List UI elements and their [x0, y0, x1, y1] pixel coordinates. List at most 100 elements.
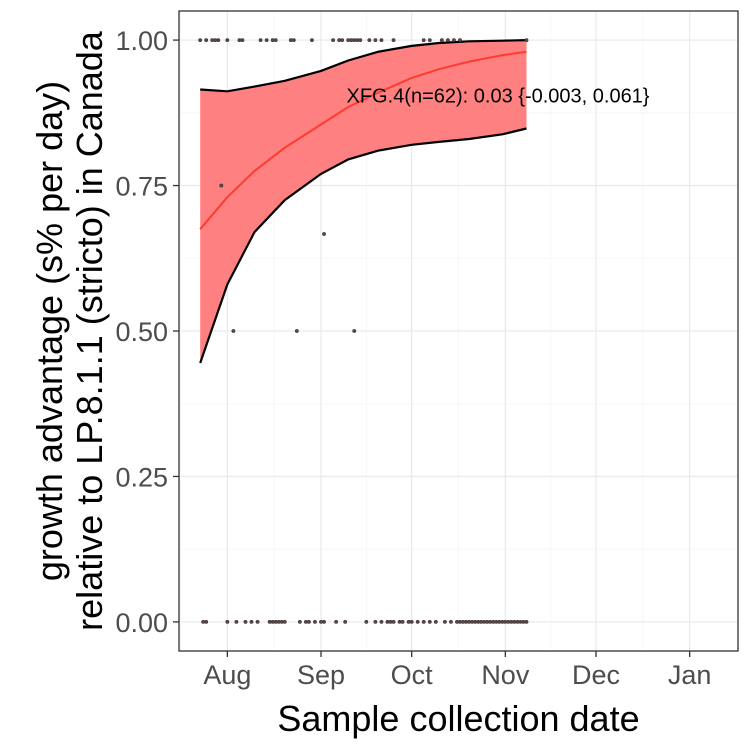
y-axis-title-line2: relative to LP.8.1.1 (stricto) in Canada [69, 30, 110, 631]
data-point [355, 38, 360, 42]
data-point [488, 620, 493, 624]
data-point [264, 38, 269, 42]
data-point [352, 329, 357, 333]
x-tick-label: Nov [481, 660, 530, 690]
data-point [379, 620, 384, 624]
data-point [313, 620, 317, 624]
data-point [270, 38, 275, 42]
data-point [452, 38, 456, 42]
data-point [331, 38, 336, 42]
data-point [470, 620, 474, 624]
data-point [373, 38, 378, 42]
data-point [322, 620, 326, 624]
data-point [491, 620, 496, 624]
data-point [427, 620, 432, 624]
data-point [234, 620, 239, 624]
data-point [219, 183, 224, 188]
data-point [455, 620, 459, 624]
data-point [258, 38, 263, 42]
y-tick-label: 0.25 [115, 462, 168, 492]
data-point [322, 232, 326, 236]
x-tick-label: Sep [297, 660, 345, 690]
data-point [210, 38, 215, 42]
x-axis-title: Sample collection date [277, 698, 639, 739]
fit-annotation: XFG.4(n=62): 0.03 {-0.003, 0.061} [347, 85, 650, 107]
data-point [446, 38, 450, 42]
data-point [225, 620, 230, 624]
data-point [421, 38, 426, 42]
data-point [343, 620, 348, 624]
data-point [497, 620, 502, 624]
data-point [391, 620, 396, 624]
data-point [279, 620, 284, 624]
data-point [415, 620, 420, 624]
data-point [494, 620, 499, 624]
data-point [204, 620, 209, 624]
data-point [198, 38, 203, 42]
x-axis: Aug Sep Oct Nov Dec Jan [203, 651, 711, 690]
data-point [270, 620, 275, 624]
data-point [297, 620, 302, 624]
observed-points [198, 38, 529, 624]
y-tick-label: 1.00 [115, 26, 168, 56]
data-point [521, 620, 526, 624]
x-tick-label: Aug [203, 660, 251, 690]
data-point [443, 620, 447, 624]
data-point [409, 620, 414, 624]
data-point [464, 620, 468, 624]
data-point [249, 620, 254, 624]
data-point [334, 620, 339, 624]
data-point [373, 620, 378, 624]
data-point [421, 620, 426, 624]
data-point [243, 620, 248, 624]
x-tick-label: Jan [668, 660, 712, 690]
data-point [364, 620, 369, 624]
data-point [473, 620, 478, 624]
data-point [213, 38, 218, 42]
data-point [512, 620, 517, 624]
data-point [524, 38, 529, 42]
data-point [310, 38, 314, 42]
x-tick-label: Dec [572, 660, 620, 690]
data-point [458, 38, 462, 42]
data-point [273, 38, 278, 42]
data-point [506, 620, 511, 624]
data-point [397, 620, 402, 624]
data-point [439, 38, 444, 42]
data-point [231, 329, 236, 333]
data-point [349, 38, 354, 42]
data-point [346, 38, 351, 42]
data-point [340, 38, 345, 42]
data-point [479, 620, 484, 624]
data-point [358, 38, 363, 42]
data-point [524, 620, 529, 624]
data-point [500, 620, 505, 624]
data-point [201, 620, 206, 624]
data-point [282, 620, 287, 624]
data-point [503, 620, 508, 624]
data-point [240, 38, 245, 42]
data-point [458, 620, 462, 624]
data-point [267, 620, 272, 624]
data-point [515, 620, 520, 624]
data-point [400, 620, 405, 624]
y-axis-title-line1: growth advantage (s% per day) [29, 81, 70, 581]
band-lower-line [199, 127, 527, 364]
data-point [291, 38, 296, 42]
data-point [204, 38, 209, 42]
data-point [255, 620, 260, 624]
data-point [273, 620, 278, 624]
data-point [225, 38, 230, 42]
data-point [304, 620, 308, 624]
data-point [467, 620, 471, 624]
data-point [294, 329, 299, 333]
band-upper-line [200, 39, 527, 93]
data-point [288, 38, 293, 42]
data-point [509, 620, 514, 624]
data-point [485, 620, 490, 624]
data-point [216, 38, 221, 42]
data-point [307, 620, 311, 624]
data-point [391, 38, 396, 42]
data-point [237, 38, 242, 42]
